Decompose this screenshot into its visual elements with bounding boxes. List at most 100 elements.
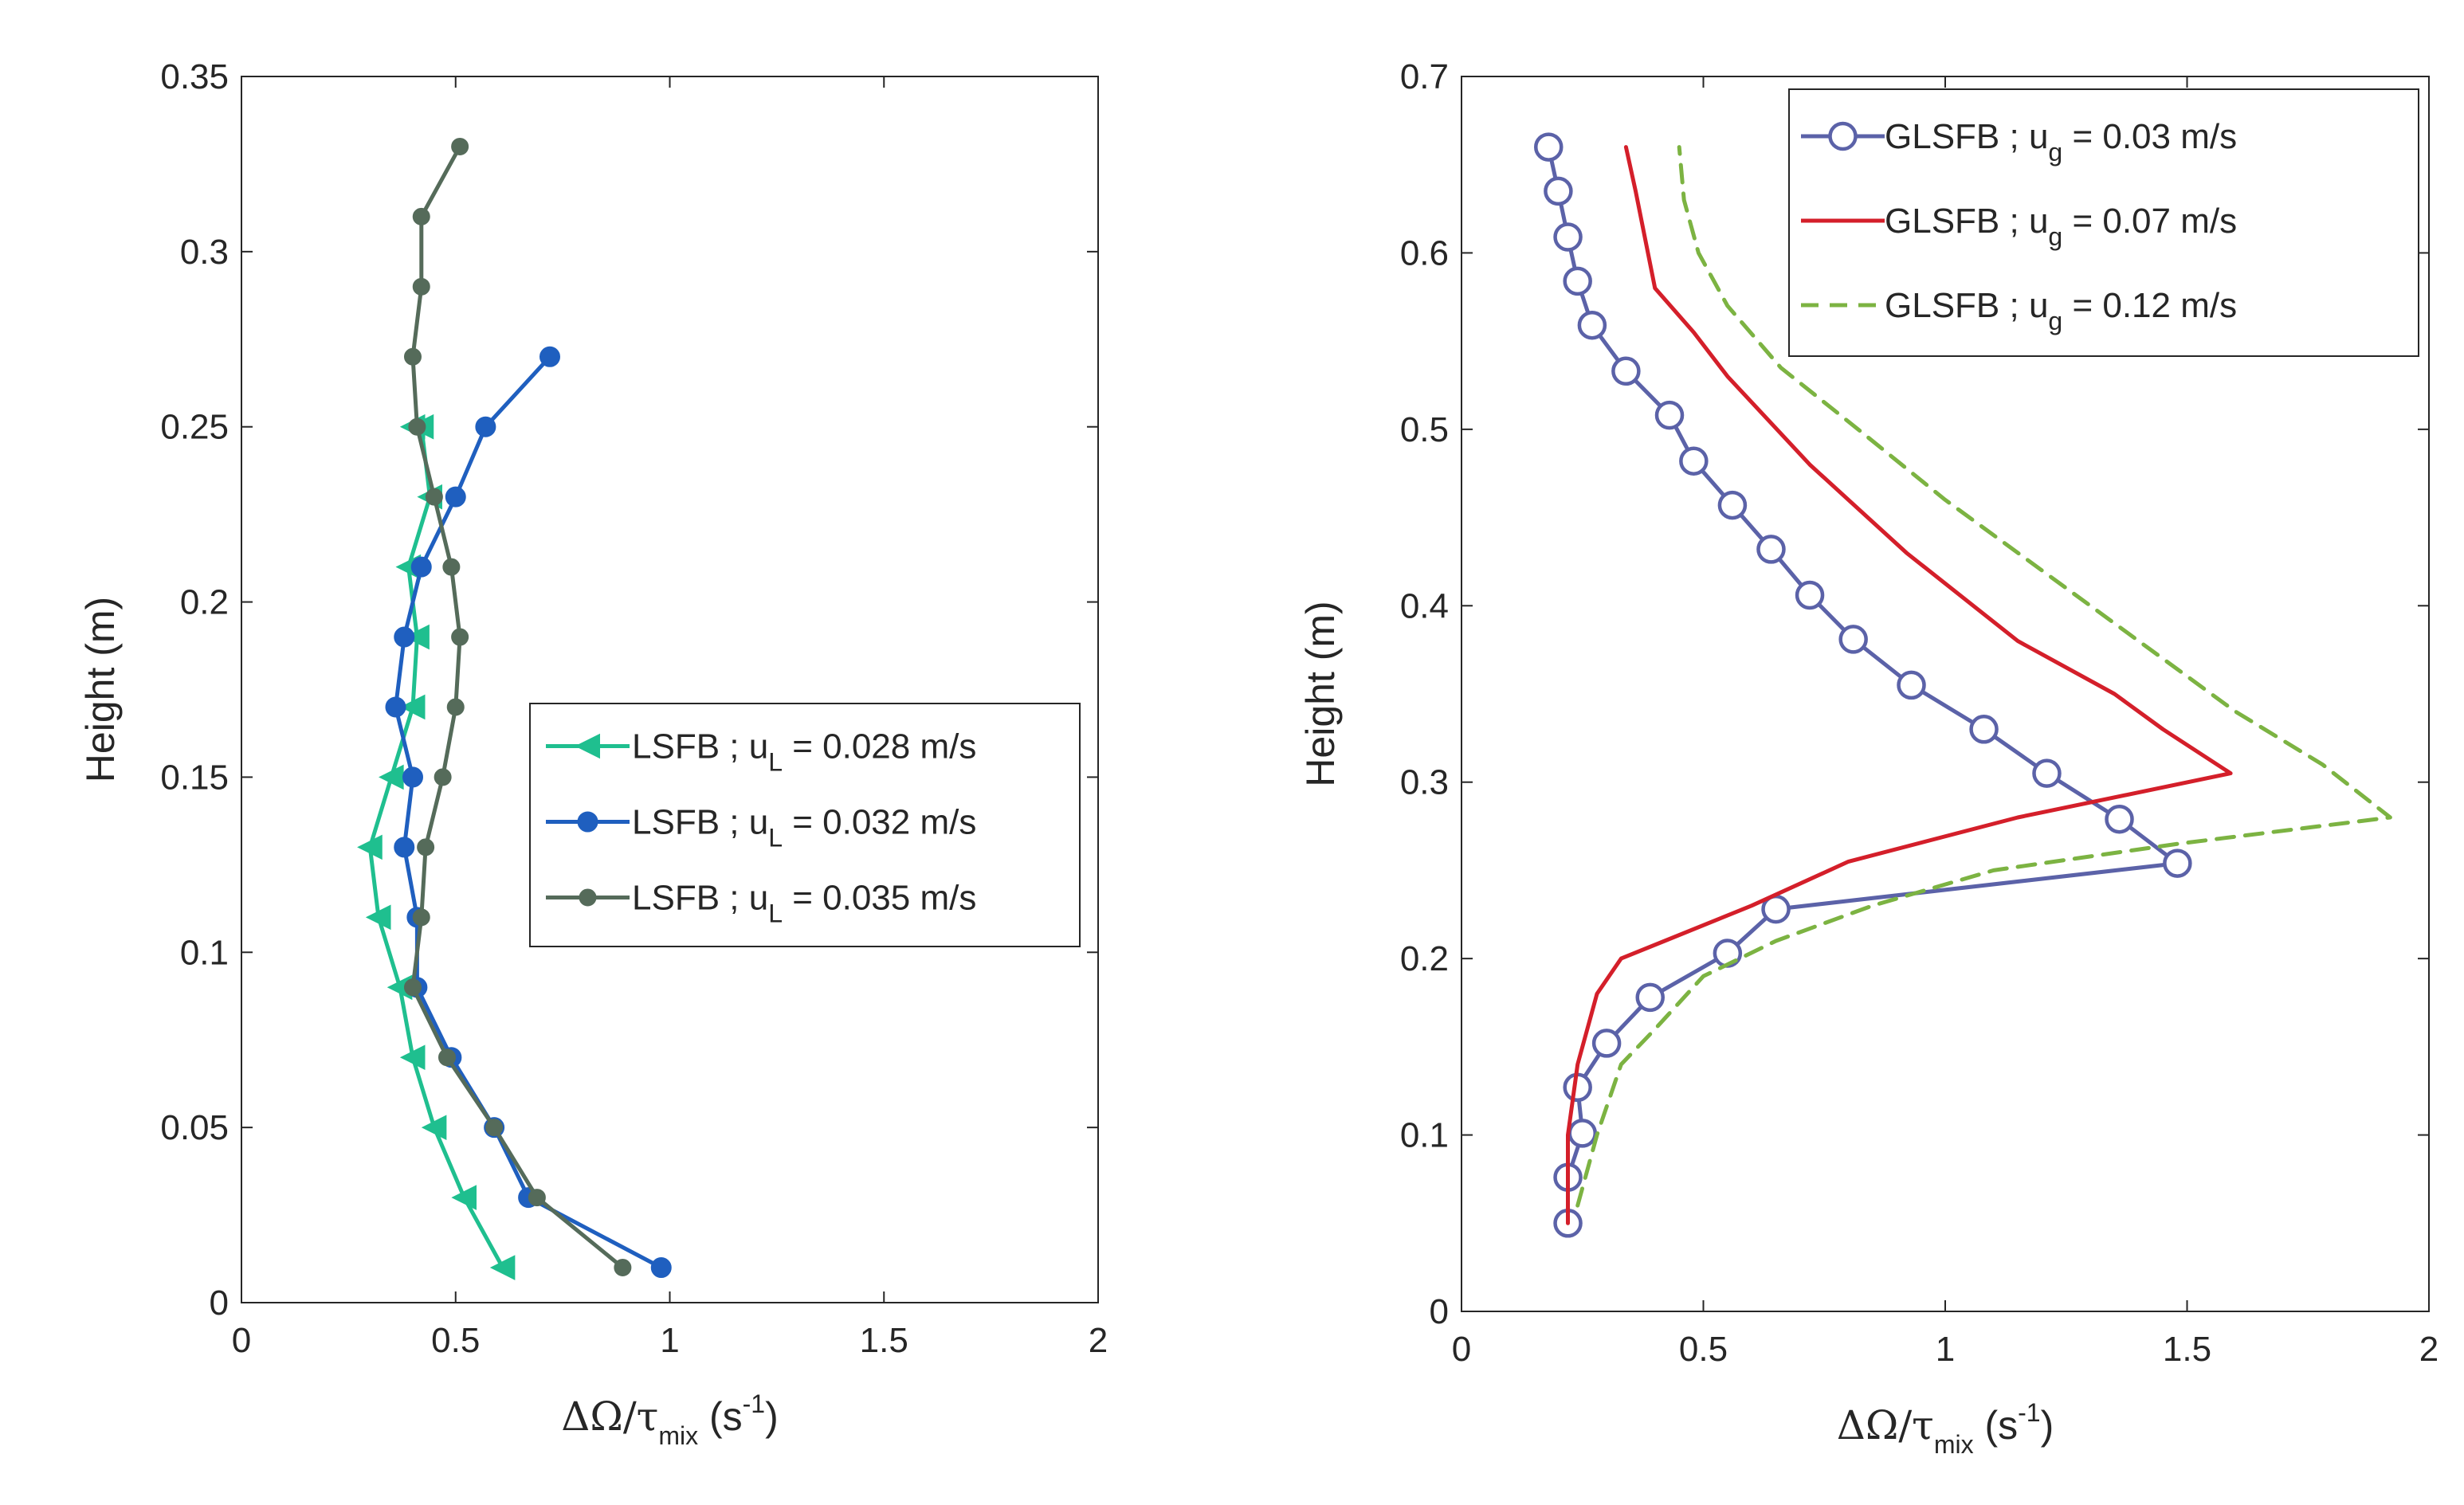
- data-point: [1563, 266, 1592, 296]
- data-point: [379, 764, 404, 790]
- data-point: [1654, 400, 1685, 430]
- x-tick-label: 0.5: [1679, 1330, 1728, 1369]
- data-point: [399, 1044, 426, 1071]
- legend: GLSFB ; ug = 0.03 m/s GLSFB ; ug = 0.07 m…: [1788, 88, 2419, 357]
- data-point: [1717, 490, 1748, 520]
- y-axis-label: Height (m): [1298, 601, 1343, 786]
- y-tick-label: 0.25: [160, 408, 229, 447]
- data-point: [614, 1259, 632, 1277]
- x-tick-label: 0.5: [431, 1321, 480, 1360]
- y-tick-label: 0.7: [1400, 57, 1449, 96]
- series-1: [1534, 132, 2192, 1238]
- series-3: [404, 137, 632, 1277]
- data-point: [425, 488, 443, 506]
- data-point: [404, 347, 422, 366]
- legend-box: [529, 703, 1081, 947]
- data-point: [451, 137, 469, 155]
- y-tick-label: 0.05: [160, 1108, 229, 1147]
- legend-item: LSFB ; uL = 0.032 m/s: [546, 803, 976, 852]
- legend: LSFB ; uL = 0.028 m/s LSFB ; uL = 0.032 m…: [529, 703, 1081, 947]
- data-point: [394, 837, 415, 858]
- series-line: [1575, 145, 2392, 1208]
- data-point: [451, 628, 469, 646]
- x-tick-label: 2: [2419, 1330, 2438, 1369]
- x-axis-label: ΔΩ/τmix (s-1): [561, 1389, 779, 1450]
- data-point: [2163, 849, 2192, 878]
- data-point: [451, 1185, 477, 1210]
- y-tick-label: 0.35: [160, 57, 229, 96]
- data-point: [404, 624, 430, 650]
- data-point: [1553, 222, 1583, 252]
- y-tick-label: 0.15: [160, 758, 229, 797]
- y-tick-label: 0.6: [1400, 233, 1449, 272]
- x-tick-label: 1: [660, 1321, 679, 1360]
- y-tick-label: 0.3: [180, 233, 229, 272]
- y-tick-label: 0.3: [1400, 763, 1449, 802]
- y-tick-label: 0.2: [180, 583, 229, 622]
- chart-1: 0 0.5 1 1.5 2 0 0.05 0.1 0.15 0.2 0.25 0.3 0.35 ΔΩ/τm…: [78, 57, 1108, 1450]
- data-point: [1534, 132, 1564, 162]
- data-point: [412, 277, 430, 296]
- data-point: [1897, 670, 1926, 700]
- y-tick-label: 0.1: [180, 933, 229, 972]
- chart-2: 0 0.5 1 1.5 2 0 0.1 0.2 0.3 0.4 0.5 0.6 0.7 ΔΩ/τmix (…: [1298, 57, 2438, 1459]
- x-tick-label: 1.5: [2163, 1330, 2211, 1369]
- data-point: [1756, 535, 1786, 564]
- data-point: [446, 698, 465, 716]
- data-point: [1679, 446, 1709, 476]
- data-point: [2105, 804, 2134, 834]
- series-1: [357, 413, 516, 1280]
- data-point: [399, 694, 426, 720]
- legend-marker: [579, 888, 597, 907]
- data-point: [434, 768, 452, 786]
- legend-label: GLSFB ; ug = 0.12 m/s: [1885, 286, 2237, 335]
- series-2: [1566, 145, 2233, 1225]
- legend-label: GLSFB ; ug = 0.07 m/s: [1885, 202, 2237, 251]
- legend-label: LSFB ; uL = 0.032 m/s: [632, 803, 976, 852]
- legend-item: LSFB ; uL = 0.028 m/s: [546, 727, 976, 777]
- legend-label: GLSFB ; ug = 0.03 m/s: [1885, 117, 2237, 167]
- y-tick-label: 0: [1430, 1292, 1449, 1331]
- data-point: [650, 1257, 672, 1279]
- data-point: [417, 838, 435, 856]
- series-3: [1575, 145, 2392, 1208]
- data-point: [1611, 356, 1641, 386]
- data-point: [445, 486, 466, 508]
- data-point: [1544, 176, 1573, 206]
- data-point: [1577, 310, 1607, 340]
- data-point: [528, 1189, 546, 1207]
- legend-marker: [575, 733, 600, 759]
- data-point: [1795, 580, 1825, 610]
- legend-label: LSFB ; uL = 0.028 m/s: [632, 727, 976, 777]
- data-point: [412, 207, 430, 225]
- legend-marker: [577, 811, 598, 833]
- x-tick-label: 0: [232, 1321, 251, 1360]
- legend-box: [1788, 88, 2419, 357]
- data-point: [1969, 715, 1999, 744]
- data-point: [410, 556, 432, 578]
- data-point: [402, 766, 423, 788]
- data-point: [408, 417, 426, 436]
- x-tick-label: 0: [1452, 1330, 1471, 1369]
- data-point: [365, 904, 391, 931]
- data-point: [1567, 1119, 1597, 1148]
- x-tick-label: 1: [1936, 1330, 1955, 1369]
- legend-label: LSFB ; uL = 0.035 m/s: [632, 879, 976, 928]
- x-tick-label: 2: [1089, 1321, 1108, 1360]
- data-point: [385, 696, 406, 718]
- data-point: [1838, 625, 1868, 654]
- data-point: [394, 626, 415, 648]
- data-point: [489, 1255, 516, 1280]
- legend-marker: [1828, 121, 1858, 151]
- series-line: [1566, 145, 2233, 1225]
- plot-area-frame: [241, 76, 1099, 1303]
- legend-item: GLSFB ; ug = 0.03 m/s: [1801, 117, 2237, 167]
- data-point: [421, 1115, 447, 1140]
- legend-item: GLSFB ; ug = 0.07 m/s: [1801, 202, 2237, 251]
- data-point: [412, 908, 430, 927]
- legend-item: GLSFB ; ug = 0.12 m/s: [1801, 286, 2237, 335]
- data-point: [2032, 758, 2062, 788]
- y-tick-label: 0.4: [1400, 586, 1449, 625]
- data-point: [357, 834, 383, 860]
